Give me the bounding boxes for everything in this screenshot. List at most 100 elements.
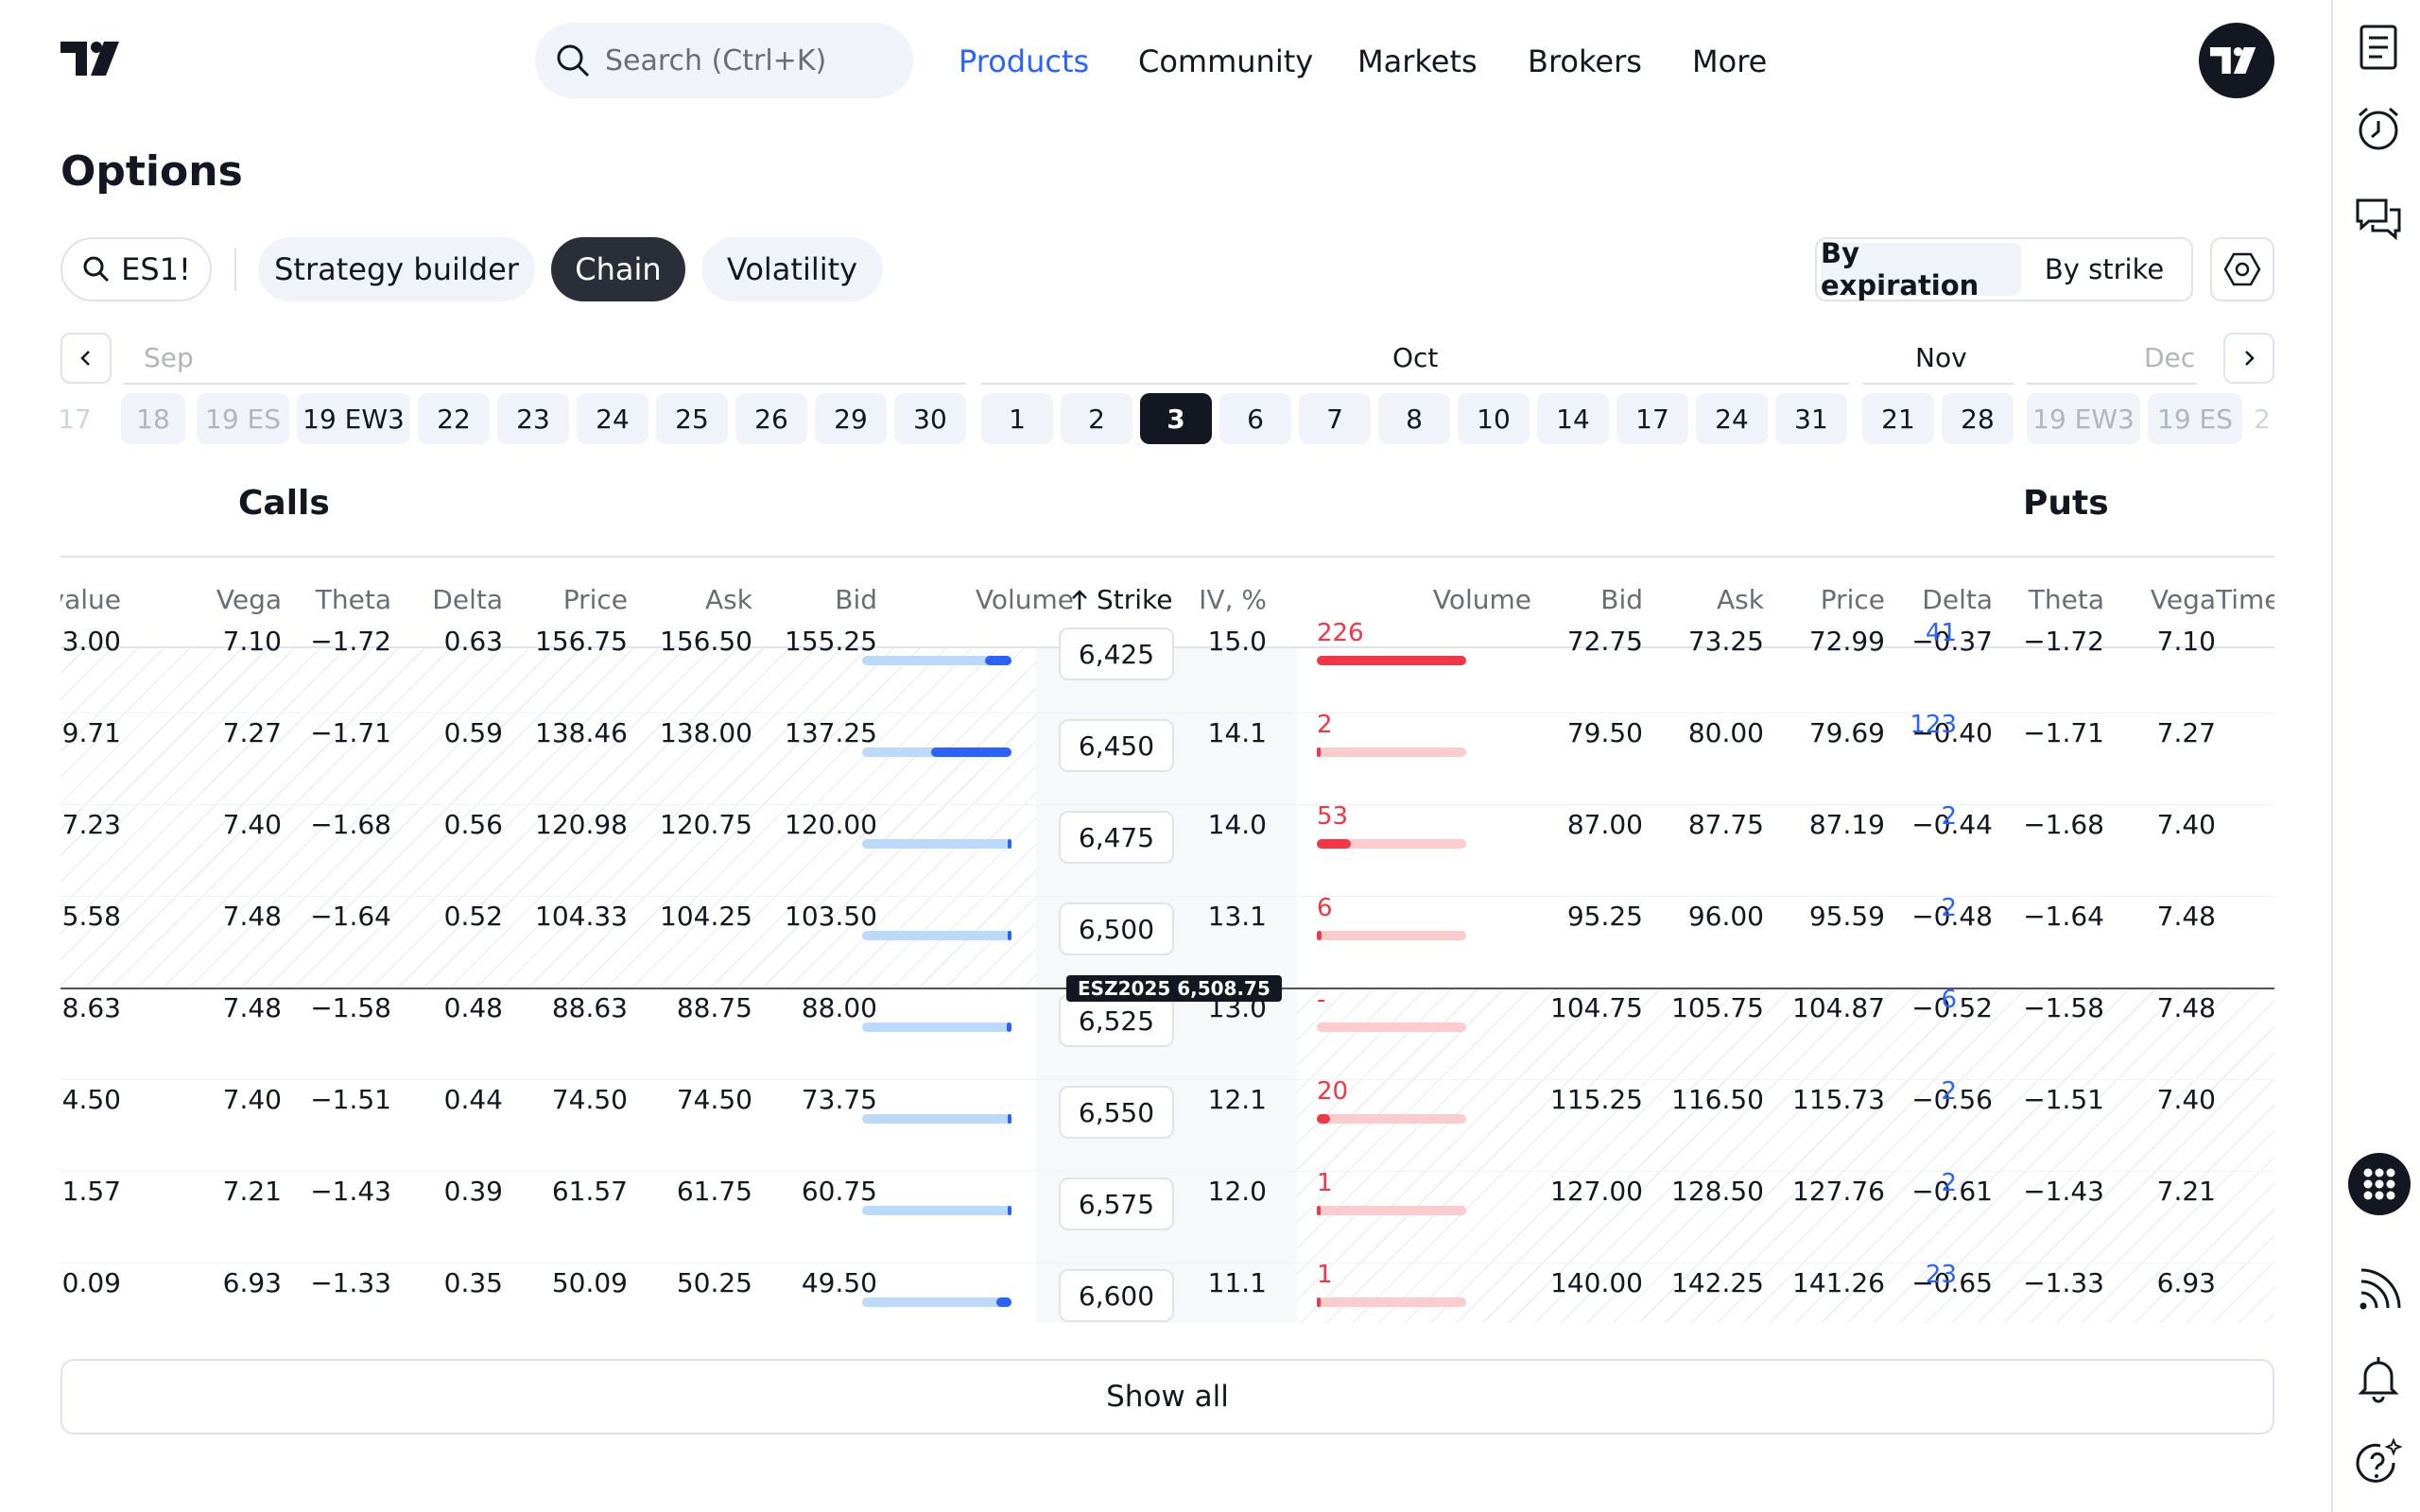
- cell-put-vega[interactable]: 7.10: [2156, 626, 2216, 657]
- cell-put-theta[interactable]: −1.72: [2023, 626, 2104, 657]
- nav-products[interactable]: Products: [959, 43, 1090, 79]
- cell-call-vega[interactable]: 7.40: [222, 1084, 282, 1115]
- cell-call-delta[interactable]: 0.56: [443, 809, 503, 840]
- cell-put-theta[interactable]: −1.68: [2023, 809, 2104, 840]
- cell-call-theta[interactable]: −1.71: [310, 717, 391, 748]
- cell-put-price[interactable]: 72.99: [1808, 626, 1885, 657]
- cell-put-theta[interactable]: −1.33: [2023, 1267, 2104, 1298]
- put-volume-value[interactable]: 1: [1317, 1169, 1333, 1197]
- cell-call-vega[interactable]: 6.93: [222, 1267, 282, 1298]
- cell-call-theta[interactable]: −1.64: [310, 901, 391, 932]
- cell-put-theta[interactable]: −1.64: [2023, 901, 2104, 932]
- chat-icon[interactable]: [2352, 193, 2405, 246]
- strike-cell[interactable]: 6,575: [1059, 1177, 1174, 1230]
- cell-put-delta[interactable]: −0.61: [1911, 1176, 1993, 1207]
- symbol-search-button[interactable]: ES1!: [60, 237, 212, 301]
- cell-call-vega[interactable]: 7.40: [222, 809, 282, 840]
- user-avatar[interactable]: [2199, 23, 2274, 98]
- cell-put-vega[interactable]: 7.48: [2156, 992, 2216, 1023]
- call-volume-value[interactable]: 2: [1941, 802, 1957, 831]
- cell-iv[interactable]: 15.0: [1207, 626, 1267, 657]
- cell-call-vega[interactable]: 7.21: [222, 1176, 282, 1207]
- cell-call-bid[interactable]: 120.00: [785, 809, 877, 840]
- cell-iv[interactable]: 14.0: [1207, 809, 1267, 840]
- date-chip[interactable]: 22: [418, 393, 490, 444]
- col-header-put-ask[interactable]: Ask: [1717, 584, 1764, 615]
- cell-iv[interactable]: 14.1: [1207, 717, 1267, 748]
- date-chip[interactable]: 21: [1862, 393, 1934, 444]
- cell-put-ask[interactable]: 80.00: [1687, 717, 1764, 748]
- cell-call-delta[interactable]: 0.44: [443, 1084, 503, 1115]
- strike-cell[interactable]: 6,525: [1059, 994, 1174, 1047]
- date-chip[interactable]: 7: [1299, 393, 1371, 444]
- table-row[interactable]: 61.577.21−1.430.3961.5761.7560.7512.0127…: [60, 1169, 2274, 1263]
- strike-cell[interactable]: 6,475: [1059, 811, 1174, 864]
- cell-call-value[interactable]: 79.71: [60, 717, 121, 748]
- put-volume-value[interactable]: 53: [1317, 802, 1349, 831]
- date-chip[interactable]: 25: [656, 393, 728, 444]
- cell-call-ask[interactable]: 120.75: [660, 809, 752, 840]
- cell-put-theta[interactable]: −1.51: [2023, 1084, 2104, 1115]
- cell-call-value[interactable]: 87.23: [60, 809, 121, 840]
- cell-put-ask[interactable]: 128.50: [1671, 1176, 1764, 1207]
- tab-volatility[interactable]: Volatility: [701, 237, 883, 301]
- cell-call-value[interactable]: 95.58: [60, 901, 121, 932]
- date-chip[interactable]: 26: [735, 393, 807, 444]
- put-volume-value[interactable]: 2: [1317, 711, 1333, 739]
- strike-cell[interactable]: 6,550: [1059, 1086, 1174, 1139]
- cell-put-delta[interactable]: −0.44: [1911, 809, 1993, 840]
- cell-call-price[interactable]: 88.63: [551, 992, 628, 1023]
- cell-put-delta[interactable]: −0.52: [1911, 992, 1993, 1023]
- watchlist-icon[interactable]: [2352, 21, 2405, 74]
- notification-bell-icon[interactable]: [2352, 1351, 2405, 1404]
- cell-put-ask[interactable]: 142.25: [1671, 1267, 1764, 1298]
- table-row[interactable]: 88.637.48−1.580.4888.6388.7588.0013.0104…: [60, 986, 2274, 1080]
- cell-put-price[interactable]: 141.26: [1792, 1267, 1885, 1298]
- col-header-put-delta[interactable]: Delta: [1922, 584, 1993, 615]
- date-chip[interactable]: 28: [1942, 393, 2014, 444]
- dates-next-button[interactable]: [2223, 333, 2274, 384]
- tab-chain[interactable]: Chain: [551, 237, 685, 301]
- date-chip[interactable]: 2: [2250, 393, 2274, 444]
- cell-call-delta[interactable]: 0.35: [443, 1267, 503, 1298]
- cell-call-price[interactable]: 50.09: [551, 1267, 628, 1298]
- date-chip[interactable]: 14: [1537, 393, 1609, 444]
- nav-brokers[interactable]: Brokers: [1528, 43, 1642, 79]
- nav-more[interactable]: More: [1692, 43, 1768, 79]
- tradingview-logo[interactable]: [60, 42, 129, 76]
- cell-iv[interactable]: 13.1: [1207, 901, 1267, 932]
- call-volume-value[interactable]: 41: [1925, 619, 1957, 647]
- cell-put-ask[interactable]: 105.75: [1671, 992, 1764, 1023]
- date-chip[interactable]: 17: [58, 393, 92, 444]
- cell-call-value[interactable]: 61.57: [60, 1176, 121, 1207]
- dates-prev-button[interactable]: [60, 333, 112, 384]
- col-header-ask[interactable]: Ask: [705, 584, 752, 615]
- cell-call-price[interactable]: 138.46: [535, 717, 628, 748]
- col-header-iv[interactable]: IV, %: [1199, 584, 1267, 615]
- table-row[interactable]: 73.00 7.10 −1.72 0.63 156.75 156.50 155.25 15.0…: [60, 619, 2274, 713]
- cell-call-ask[interactable]: 156.50: [660, 626, 752, 657]
- cell-put-bid[interactable]: 95.25: [1566, 901, 1643, 932]
- date-chip[interactable]: 8: [1378, 393, 1450, 444]
- cell-call-theta[interactable]: −1.33: [310, 1267, 391, 1298]
- col-header-put-volume[interactable]: Volume: [1432, 584, 1531, 615]
- strike-cell[interactable]: 6,425: [1059, 627, 1174, 680]
- apps-icon[interactable]: [2348, 1153, 2411, 1215]
- cell-put-vega[interactable]: 7.27: [2156, 717, 2216, 748]
- col-header-delta[interactable]: Delta: [432, 584, 503, 615]
- cell-call-value[interactable]: 88.63: [60, 992, 121, 1023]
- cell-put-bid[interactable]: 127.00: [1550, 1176, 1643, 1207]
- help-icon[interactable]: [2352, 1436, 2405, 1489]
- cell-put-ask[interactable]: 73.25: [1687, 626, 1764, 657]
- col-header-price[interactable]: Price: [562, 584, 628, 615]
- settings-button[interactable]: [2210, 237, 2274, 301]
- strike-cell[interactable]: 6,500: [1059, 902, 1174, 955]
- cell-call-delta[interactable]: 0.39: [443, 1176, 503, 1207]
- strike-cell[interactable]: 6,600: [1059, 1269, 1174, 1322]
- cell-put-bid[interactable]: 72.75: [1566, 626, 1643, 657]
- put-volume-value[interactable]: 20: [1317, 1077, 1349, 1106]
- date-chip[interactable]: 1: [981, 393, 1053, 444]
- date-chip[interactable]: 30: [894, 393, 966, 444]
- cell-call-bid[interactable]: 137.25: [785, 717, 877, 748]
- table-row[interactable]: 87.23 7.40 −1.68 0.56 120.98 120.75 120.00 14.0…: [60, 802, 2274, 897]
